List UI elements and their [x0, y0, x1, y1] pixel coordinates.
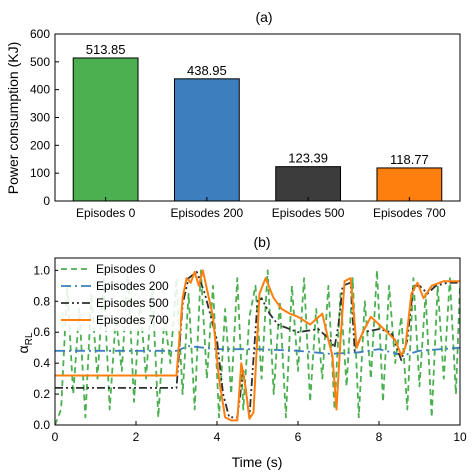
bar-value-label-2: 438.95	[187, 63, 227, 78]
x-tick-label: Episodes 0	[76, 206, 136, 220]
y-tick-label: 500	[30, 55, 50, 69]
y-tick-label: 0.2	[33, 387, 50, 401]
x-tick-label: 6	[295, 430, 302, 444]
bar-chart-bars	[72, 57, 443, 202]
x-tick-label: 8	[376, 430, 383, 444]
bar-2	[173, 78, 240, 202]
line-chart-panel: (b) 0.00.20.40.60.81.0 0 2 4 6 8 10 Time (s) …	[15, 234, 467, 470]
bar-3	[275, 166, 342, 202]
line-chart-x-axis-label: Time (s)	[232, 454, 283, 470]
y-tick-label: 400	[30, 83, 50, 97]
bar-1	[72, 57, 139, 202]
bar-chart-y-ticks: 0 100 200 300 400 500 600	[30, 27, 59, 208]
line-chart-title: (b)	[253, 234, 270, 250]
y-axis-label-symbol: α	[15, 345, 31, 353]
line-chart-x-ticks: 0 2 4 6 8 10	[52, 421, 467, 444]
legend-label-4: Episodes 700	[96, 313, 169, 327]
legend-label-3: Episodes 500	[96, 296, 169, 310]
bar-chart-title: (a)	[255, 9, 272, 25]
bar-chart-x-ticks: Episodes 0 Episodes 200 Episodes 500 Episod…	[76, 197, 446, 220]
bar-value-label-4: 118.77	[390, 152, 429, 167]
x-tick-label: Episodes 200	[171, 206, 244, 220]
x-tick-label: Episodes 500	[272, 206, 345, 220]
bar-chart-value-labels: 513.85 438.95 123.39 118.77	[86, 42, 429, 167]
x-tick-label: 4	[214, 430, 221, 444]
bar-chart-panel: (a) Power consumption (KJ) 513.85 438.95 1…	[5, 9, 461, 220]
bar-value-label-3: 123.39	[288, 151, 328, 166]
bar-value-label-1: 513.85	[86, 42, 126, 57]
series-line-3	[55, 270, 460, 419]
x-tick-label: 2	[133, 430, 140, 444]
y-tick-label: 200	[30, 138, 50, 152]
y-tick-label: 0.8	[33, 294, 50, 308]
bar-chart-y-axis-label: Power consumption (KJ)	[5, 42, 21, 195]
y-tick-label: 600	[30, 27, 50, 41]
svg-text:αRL: αRL	[15, 332, 35, 353]
bar-4	[376, 167, 443, 202]
x-tick-label: Episodes 700	[373, 206, 446, 220]
line-chart-y-axis-label: αRL	[15, 332, 35, 353]
legend-label-2: Episodes 200	[96, 279, 169, 293]
y-tick-label: 0.0	[33, 418, 50, 432]
y-tick-label: 0.6	[33, 325, 50, 339]
y-axis-label-subscript: RL	[24, 332, 35, 345]
bar-chart-frame	[54, 33, 461, 202]
y-tick-label: 0	[43, 194, 50, 208]
y-tick-label: 300	[30, 111, 50, 125]
series-line-4	[55, 269, 460, 422]
line-chart-y-ticks: 0.0 0.2 0.4 0.6 0.8 1.0	[33, 263, 59, 432]
legend-label-1: Episodes 0	[96, 262, 156, 276]
line-chart-series	[55, 269, 460, 425]
y-tick-label: 1.0	[33, 263, 50, 277]
line-chart-legend: Episodes 0 Episodes 200 Episodes 500 Episod…	[58, 259, 180, 331]
x-tick-label: 10	[453, 430, 467, 444]
y-tick-label: 100	[30, 166, 50, 180]
x-tick-label: 0	[52, 430, 59, 444]
y-tick-label: 0.4	[33, 356, 50, 370]
line-chart-frame	[54, 257, 461, 426]
